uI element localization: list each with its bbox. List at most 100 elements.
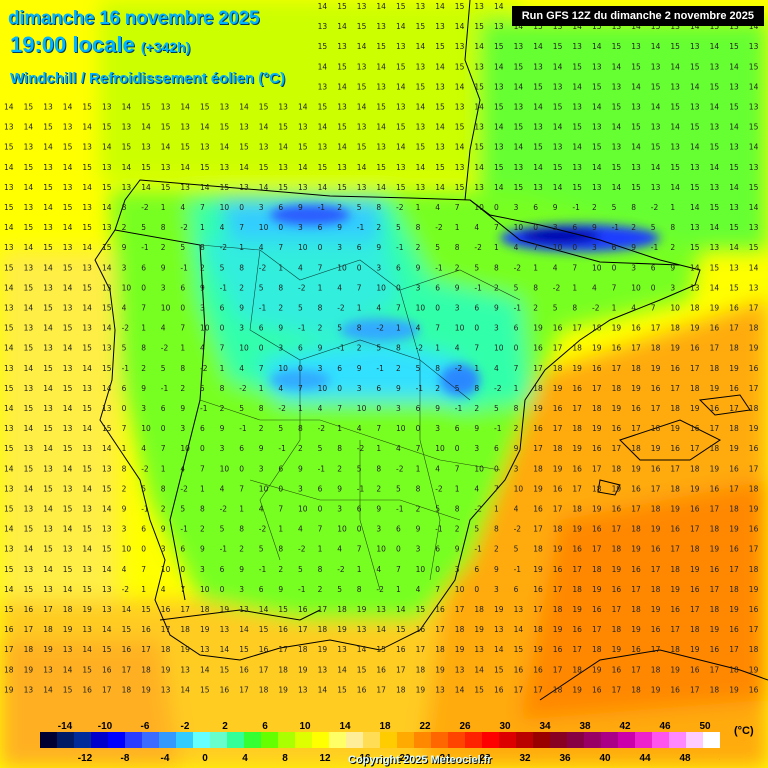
grid-value: 6 xyxy=(200,424,205,433)
grid-value: 18 xyxy=(631,605,641,614)
grid-value: 17 xyxy=(533,605,543,614)
grid-value: 19 xyxy=(710,545,720,554)
grid-value: 13 xyxy=(357,2,367,11)
grid-value: 14 xyxy=(200,665,210,674)
grid-value: 13 xyxy=(474,2,484,11)
grid-value: 17 xyxy=(749,545,759,554)
grid-value: 3 xyxy=(200,565,205,574)
grid-value: 19 xyxy=(612,484,622,493)
grid-value: 8 xyxy=(318,565,323,574)
grid-value: -1 xyxy=(220,545,228,554)
grid-value: 15 xyxy=(259,103,269,112)
grid-value: 13 xyxy=(4,183,14,192)
grid-value: 13 xyxy=(690,283,700,292)
grid-value: 10 xyxy=(141,424,151,433)
grid-value: 16 xyxy=(631,484,641,493)
grid-value: 7 xyxy=(416,444,421,453)
grid-value: 17 xyxy=(690,444,700,453)
grid-value: 6 xyxy=(278,203,283,212)
grid-value: -2 xyxy=(122,324,130,333)
grid-value: 9 xyxy=(553,203,558,212)
grid-value: 13 xyxy=(102,103,112,112)
grid-value: 2 xyxy=(259,424,264,433)
grid-value: 18 xyxy=(651,585,661,594)
grid-value: 15 xyxy=(396,123,406,132)
grid-value: 13 xyxy=(416,183,426,192)
grid-value: 19 xyxy=(690,324,700,333)
grid-value: -1 xyxy=(494,424,502,433)
grid-value: 14 xyxy=(122,163,132,172)
grid-value: 13 xyxy=(494,143,504,152)
grid-value: 19 xyxy=(533,484,543,493)
grid-value: 13 xyxy=(4,484,14,493)
grid-value: 6 xyxy=(318,223,323,232)
grid-value: 14 xyxy=(416,103,426,112)
grid-value: 17 xyxy=(416,645,426,654)
grid-value: 4 xyxy=(337,283,342,292)
grid-value: 17 xyxy=(729,324,739,333)
grid-value: 13 xyxy=(4,364,14,373)
grid-value: 17 xyxy=(553,424,563,433)
grid-value: 13 xyxy=(102,163,112,172)
grid-value: 13 xyxy=(553,22,563,31)
grid-value: 16 xyxy=(612,344,622,353)
grid-value: 19 xyxy=(749,344,759,353)
grid-value: 4 xyxy=(278,384,283,393)
grid-value: 17 xyxy=(592,464,602,473)
grid-value: 13 xyxy=(690,42,700,51)
grid-value: 4 xyxy=(376,565,381,574)
grid-value: 14 xyxy=(4,585,14,594)
grid-value: 13 xyxy=(533,62,543,71)
grid-value: 18 xyxy=(592,404,602,413)
grid-value: 15 xyxy=(710,203,720,212)
grid-value: -1 xyxy=(514,565,522,574)
grid-value: -2 xyxy=(357,444,365,453)
grid-value: 18 xyxy=(651,665,661,674)
grid-value: 18 xyxy=(533,384,543,393)
grid-value: 13 xyxy=(533,183,543,192)
grid-value: 16 xyxy=(553,484,563,493)
grid-value: 13 xyxy=(43,344,53,353)
grid-value: 9 xyxy=(161,263,166,272)
grid-value: 10 xyxy=(455,585,465,594)
grid-value: 8 xyxy=(631,203,636,212)
grid-value: 15 xyxy=(259,163,269,172)
grid-value: 10 xyxy=(376,545,386,554)
grid-value: 14 xyxy=(63,103,73,112)
grid-value: 13 xyxy=(63,364,73,373)
grid-value: 14 xyxy=(180,163,190,172)
grid-value: 13 xyxy=(749,163,759,172)
grid-value: 15 xyxy=(514,62,524,71)
grid-value: 14 xyxy=(337,665,347,674)
grid-value: 9 xyxy=(337,484,342,493)
grid-value: 18 xyxy=(729,505,739,514)
legend-swatch xyxy=(40,732,58,748)
grid-value: 14 xyxy=(298,103,308,112)
grid-value: 0 xyxy=(180,565,185,574)
grid-value: 14 xyxy=(102,444,112,453)
grid-value: 13 xyxy=(435,22,445,31)
grid-value: 9 xyxy=(141,384,146,393)
grid-value: 14 xyxy=(102,625,112,634)
grid-value: 18 xyxy=(651,505,661,514)
grid-value: 14 xyxy=(376,123,386,132)
grid-value: 13 xyxy=(592,62,602,71)
grid-value: 15 xyxy=(455,2,465,11)
grid-value: 19 xyxy=(670,344,680,353)
legend-label-bottom: 40 xyxy=(599,753,611,764)
grid-value: 17 xyxy=(122,665,132,674)
grid-value: 14 xyxy=(357,163,367,172)
grid-value: 18 xyxy=(729,424,739,433)
grid-value: 9 xyxy=(592,223,597,232)
grid-value: 8 xyxy=(572,304,577,313)
grid-value: 13 xyxy=(43,525,53,534)
grid-value: 2 xyxy=(141,364,146,373)
grid-value: 19 xyxy=(749,585,759,594)
grid-value: 14 xyxy=(141,183,151,192)
grid-value: 15 xyxy=(141,163,151,172)
grid-value: 16 xyxy=(533,505,543,514)
grid-value: 15 xyxy=(4,263,14,272)
grid-value: 13 xyxy=(710,62,720,71)
grid-value: 18 xyxy=(553,444,563,453)
grid-value: 15 xyxy=(43,123,53,132)
